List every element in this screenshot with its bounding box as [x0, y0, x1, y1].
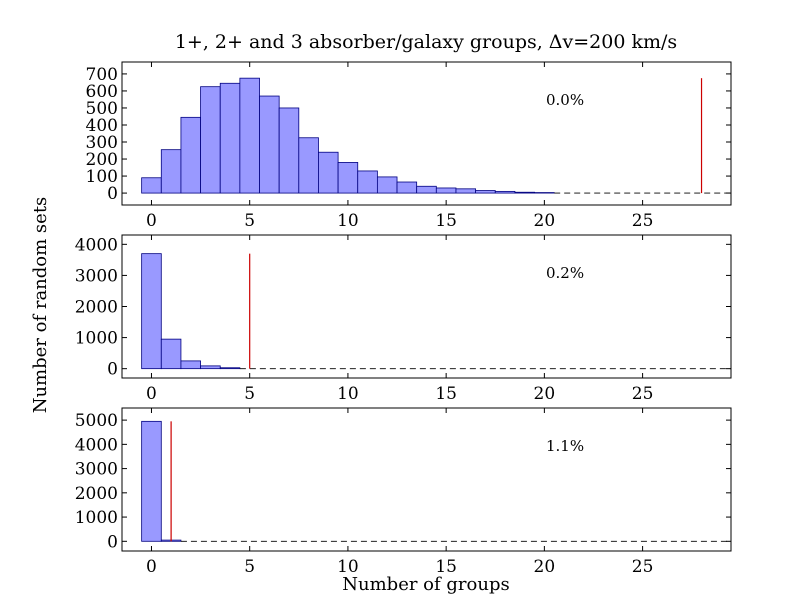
x-tick-label: 20: [534, 211, 556, 231]
x-tick-label: 15: [435, 211, 457, 231]
y-tick-label: 4000: [75, 235, 118, 255]
x-tick-label: 10: [337, 384, 359, 404]
x-tick-label: 20: [534, 557, 556, 577]
histogram-bar: [475, 190, 496, 194]
x-tick-label: 10: [337, 557, 359, 577]
x-tick-label: 15: [435, 557, 457, 577]
histogram-bar: [435, 187, 457, 194]
histogram-bar: [200, 365, 221, 370]
histogram-bar: [200, 86, 221, 194]
x-tick-label: 0: [146, 557, 157, 577]
figure-title: 1+, 2+ and 3 absorber/galaxy groups, Δv=…: [175, 31, 677, 53]
histogram-bar: [278, 107, 300, 194]
x-tick-label: 5: [244, 557, 255, 577]
percentage-annotation: 0.2%: [546, 264, 584, 282]
x-tick-label: 20: [534, 384, 556, 404]
y-tick-label: 200: [86, 150, 118, 170]
histogram-bar: [160, 338, 182, 370]
histogram-bar: [180, 116, 201, 194]
x-tick-label: 5: [244, 211, 255, 231]
y-tick-label: 3000: [75, 460, 118, 480]
histogram-bar: [259, 95, 280, 194]
panel-3: 0 1000 2000 3000 4000 5000 0 5 10 15 20 25 1.1%: [75, 407, 732, 577]
y-tick-label: 2000: [75, 484, 118, 504]
x-tick-label: 0: [146, 384, 157, 404]
x-axis-label: Number of groups: [342, 574, 509, 595]
y-tick-label: 0: [107, 184, 118, 204]
histogram-bar: [141, 253, 162, 370]
histogram-bar: [514, 191, 535, 194]
histogram-bar: [357, 170, 378, 194]
x-tick-label: 25: [632, 384, 654, 404]
y-tick-label: 1000: [75, 508, 118, 528]
y-tick-label: 500: [86, 99, 118, 119]
x-tick-label: 25: [632, 557, 654, 577]
histogram-bar: [534, 192, 555, 194]
panel-2: 0 1000 2000 3000 4000 0 5 10 15 20 25 0.2%: [75, 234, 732, 404]
histogram-bar: [337, 162, 359, 194]
histogram-bar: [416, 185, 437, 194]
percentage-annotation: 1.1%: [546, 437, 584, 455]
histogram-bar: [180, 360, 201, 370]
axes-frame: [121, 234, 732, 379]
y-axis-label: Number of random sets: [30, 197, 51, 414]
histogram-bar: [376, 176, 398, 194]
histogram-bar: [455, 188, 477, 194]
x-tick-label: 25: [632, 211, 654, 231]
axes-frame: [121, 61, 732, 206]
histogram-bar: [141, 420, 162, 542]
histogram-bar: [239, 77, 260, 194]
y-tick-label: 300: [86, 133, 118, 153]
y-tick-label: 3000: [75, 266, 118, 286]
x-tick-label: 10: [337, 211, 359, 231]
y-tick-label: 2000: [75, 298, 118, 318]
histogram-bar: [396, 181, 418, 194]
histogram-bar: [219, 367, 241, 370]
y-tick-label: 5000: [75, 411, 118, 431]
y-tick-label: 400: [86, 116, 118, 136]
x-tick-label: 5: [244, 384, 255, 404]
y-tick-label: 100: [86, 167, 118, 187]
percentage-annotation: 0.0%: [546, 91, 584, 109]
y-tick-label: 600: [86, 82, 118, 102]
axes-frame: [121, 407, 732, 552]
histogram-bar: [494, 190, 516, 194]
histogram-bar: [219, 82, 241, 194]
x-tick-label: 0: [146, 211, 157, 231]
histogram-bar: [298, 137, 319, 194]
y-tick-label: 0: [107, 532, 118, 552]
y-tick-label: 0: [107, 360, 118, 380]
histogram-bar: [160, 149, 182, 194]
y-tick-label: 4000: [75, 435, 118, 455]
y-tick-label: 1000: [75, 329, 118, 349]
histogram-bar: [141, 177, 162, 194]
y-tick-label: 700: [86, 65, 118, 85]
x-tick-label: 15: [435, 384, 457, 404]
histogram-bar: [318, 151, 339, 194]
